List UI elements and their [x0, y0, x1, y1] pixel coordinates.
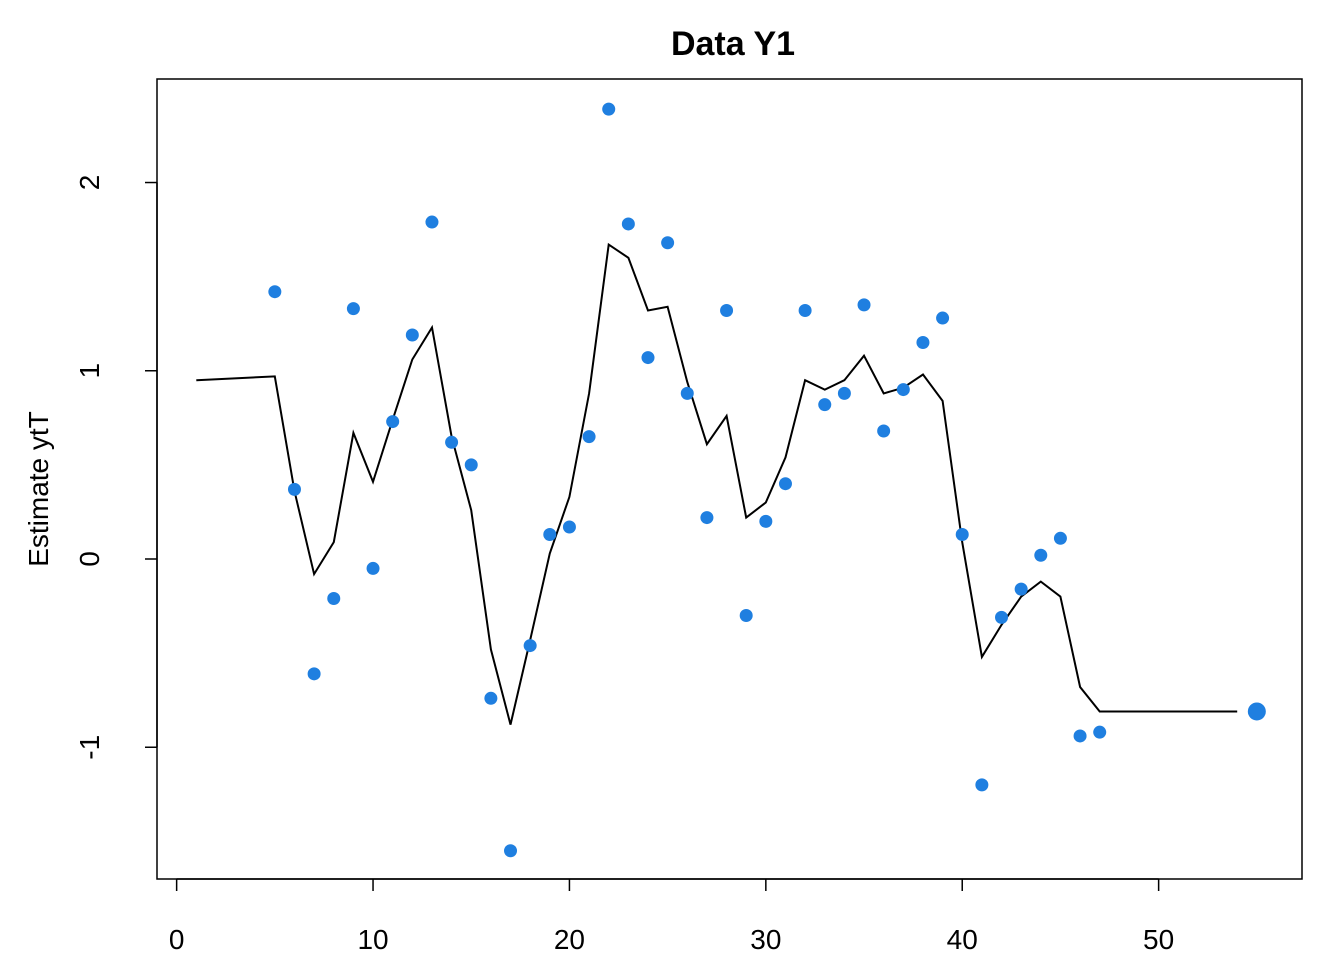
plot-frame — [156, 78, 1303, 880]
y-axis-label: Estimate ytT — [23, 411, 54, 567]
data-point — [307, 667, 321, 681]
forecast-point — [1247, 702, 1266, 721]
data-point — [798, 304, 812, 318]
data-point — [995, 610, 1009, 624]
data-point — [837, 386, 851, 400]
data-point — [857, 298, 871, 312]
data-point — [543, 528, 557, 542]
data-point — [1014, 582, 1028, 596]
data-point — [641, 351, 655, 365]
data-point — [602, 102, 616, 116]
y-tick-label: 1 — [74, 363, 105, 379]
data-point — [1093, 725, 1107, 739]
data-point — [445, 435, 459, 449]
data-point — [346, 302, 360, 316]
data-point — [523, 639, 537, 653]
y-axis: -1 0 1 2 — [74, 175, 158, 760]
data-point — [327, 592, 341, 606]
data-point — [405, 328, 419, 342]
data-point — [916, 336, 930, 350]
data-point — [818, 398, 832, 412]
x-tick-label: 10 — [357, 924, 388, 955]
data-point — [680, 386, 694, 400]
data-point — [504, 844, 518, 858]
x-tick-label: 30 — [750, 924, 781, 955]
data-point — [484, 691, 498, 705]
x-tick-label: 20 — [554, 924, 585, 955]
data-point — [621, 217, 635, 231]
data-point — [700, 511, 714, 525]
y-tick-label: -1 — [74, 735, 105, 760]
y-tick-label: 0 — [74, 551, 105, 567]
data-point — [778, 477, 792, 491]
data-point — [386, 415, 400, 429]
x-tick-label: 0 — [169, 924, 185, 955]
data-point — [425, 215, 439, 229]
data-point — [1034, 548, 1048, 562]
series-layer — [196, 102, 1266, 858]
chart-title: Data Y1 — [671, 25, 795, 63]
data-point — [936, 311, 950, 325]
y-tick-label: 2 — [74, 175, 105, 191]
data-point — [955, 528, 969, 542]
data-point — [582, 430, 596, 444]
data-point — [877, 424, 891, 438]
data-point — [366, 561, 380, 575]
data-point — [268, 285, 282, 299]
data-point — [1053, 531, 1067, 545]
data-point — [562, 520, 576, 534]
data-point — [896, 383, 910, 397]
data-point — [739, 608, 753, 622]
estimate-line — [196, 242, 1238, 725]
data-point — [1073, 729, 1087, 743]
data-point — [975, 778, 989, 792]
x-tick-label: 40 — [947, 924, 978, 955]
data-point — [661, 236, 675, 250]
x-axis: 0 10 20 30 40 50 — [169, 878, 1174, 955]
data-point — [759, 514, 773, 528]
x-tick-label: 50 — [1143, 924, 1174, 955]
data-point — [464, 458, 478, 472]
data-point — [720, 304, 734, 318]
data-point — [287, 482, 301, 496]
